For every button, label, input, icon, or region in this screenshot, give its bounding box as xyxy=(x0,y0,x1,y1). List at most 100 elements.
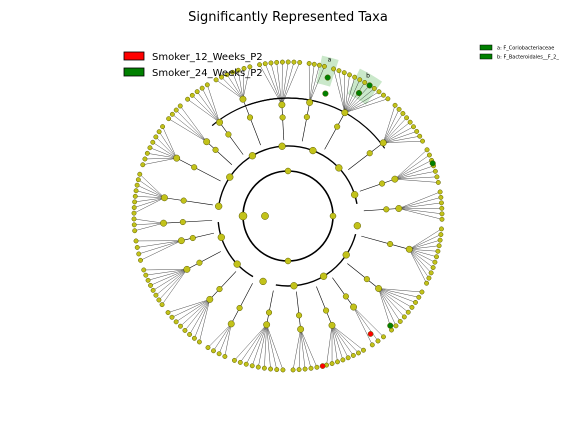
leaf-node xyxy=(291,59,297,65)
branch xyxy=(394,149,428,180)
clade-shade-sector xyxy=(316,55,339,87)
ring-arc xyxy=(247,97,319,106)
branch xyxy=(394,176,437,180)
taxon-node xyxy=(278,101,286,109)
taxon-node xyxy=(263,321,271,329)
branch xyxy=(394,160,432,180)
highlight-node-green xyxy=(387,322,394,329)
branch xyxy=(296,291,301,330)
leaf-node xyxy=(396,106,402,112)
leaf-node xyxy=(231,357,237,363)
clade-shade-sector xyxy=(347,68,383,105)
branch xyxy=(292,329,301,370)
taxon-node xyxy=(284,167,292,175)
branch xyxy=(383,136,420,144)
highlight-node-red xyxy=(319,363,326,369)
branch xyxy=(300,329,306,370)
branch xyxy=(246,324,267,365)
taxon-node xyxy=(203,138,211,146)
branch xyxy=(176,109,207,142)
leaf-node xyxy=(369,342,375,348)
branch xyxy=(215,79,244,100)
leaf-node xyxy=(142,156,148,162)
leaf-node xyxy=(437,237,443,243)
leaf-node xyxy=(413,299,418,305)
branch xyxy=(394,171,436,180)
branch xyxy=(242,99,261,146)
branch xyxy=(333,68,346,113)
branch xyxy=(398,208,443,214)
branch xyxy=(378,288,413,308)
branch xyxy=(242,66,251,100)
branch xyxy=(163,220,213,224)
leaf-node xyxy=(204,82,210,88)
leaf-node xyxy=(156,129,162,135)
figure-title: Significantly Represented Taxa xyxy=(188,10,388,25)
taxon-node xyxy=(215,202,223,210)
leaf-node xyxy=(159,302,165,308)
branch xyxy=(331,325,349,358)
branch xyxy=(348,142,384,170)
branch xyxy=(158,131,177,159)
branch xyxy=(187,99,220,123)
legend-item-smoker-24-weeks: Smoker_24_Weeks_P2 xyxy=(123,67,263,79)
taxon-node xyxy=(309,146,317,155)
taxon-node xyxy=(353,222,361,230)
leaf-node xyxy=(340,357,346,363)
tree-branches xyxy=(133,61,443,370)
taxon-node xyxy=(366,150,373,157)
leaf-node xyxy=(261,365,267,371)
clade-legend-label: b: F_Bacteroidales__F_2_ xyxy=(497,55,559,61)
taxon-node xyxy=(323,307,330,314)
leaf-node xyxy=(132,228,138,234)
highlight-node-green xyxy=(355,89,363,97)
taxon-node xyxy=(160,194,168,202)
branch xyxy=(378,288,405,318)
branch xyxy=(378,288,416,303)
branch xyxy=(359,178,395,192)
branch xyxy=(181,232,215,241)
leaf-node xyxy=(160,124,166,130)
root-child-node xyxy=(261,212,269,220)
branch xyxy=(347,263,379,289)
taxon-node xyxy=(395,205,403,212)
leaf-node xyxy=(216,351,222,357)
leaf-node xyxy=(432,259,438,265)
leaf-node xyxy=(434,174,440,180)
leaf-node xyxy=(420,138,426,144)
leaf-node xyxy=(411,124,416,130)
leaf-node xyxy=(136,251,142,257)
branch xyxy=(398,197,441,209)
branch xyxy=(153,269,188,291)
leaf-node xyxy=(405,309,411,315)
leaf-node xyxy=(335,359,340,365)
leaf-node xyxy=(438,200,444,206)
branch xyxy=(194,299,210,339)
leaf-node xyxy=(178,323,183,329)
branch xyxy=(135,196,165,198)
leaf-node xyxy=(153,134,159,140)
leaf-node xyxy=(430,265,436,271)
branch xyxy=(331,325,364,351)
leaf-node xyxy=(173,107,179,113)
branch xyxy=(394,165,434,180)
branch xyxy=(353,306,379,342)
branch xyxy=(324,112,346,150)
leaf-node xyxy=(376,89,382,95)
branch xyxy=(344,74,350,113)
highlight-node-green xyxy=(366,82,373,89)
branch xyxy=(206,141,233,165)
taxon-node xyxy=(351,191,359,199)
branch xyxy=(300,329,312,369)
branch xyxy=(232,72,244,100)
highlight-node-green xyxy=(322,90,329,97)
highlight-node-red xyxy=(367,331,374,337)
taxon-node xyxy=(342,293,349,300)
leaf-node xyxy=(308,365,314,371)
branch xyxy=(378,288,409,313)
leaf-node xyxy=(189,92,195,98)
leaf-node xyxy=(331,66,337,72)
cladogram: ab xyxy=(131,55,445,373)
taxon-node xyxy=(284,257,292,265)
